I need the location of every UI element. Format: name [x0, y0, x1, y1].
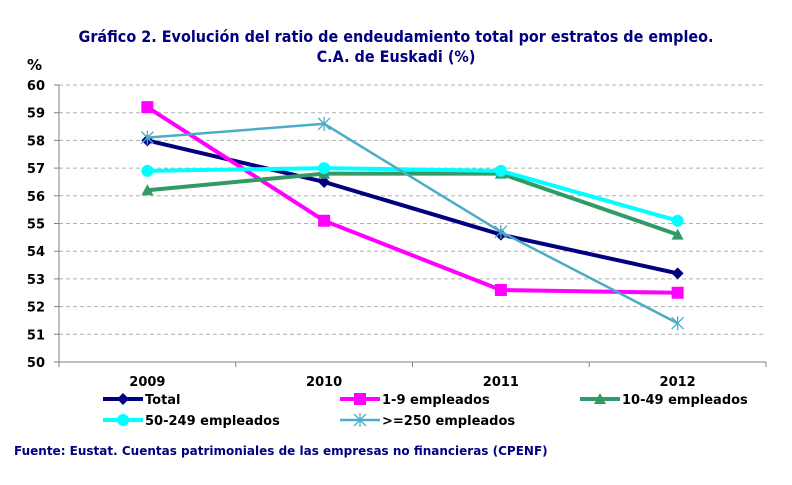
data-point [141, 164, 154, 177]
y-tick-label: 55 [27, 218, 45, 233]
data-point [140, 130, 154, 145]
legend-item: 10-49 empleados [580, 393, 748, 408]
y-tick-label: 58 [27, 134, 45, 149]
chart-subtitle: C.A. de Euskadi (%) [316, 47, 476, 66]
legend-marker [594, 393, 606, 404]
y-tick-label: 51 [27, 328, 45, 343]
data-point [671, 286, 684, 299]
x-tick-label: 2012 [660, 375, 696, 390]
legend-marker [117, 393, 129, 405]
series-line [147, 166, 679, 223]
y-tick-label: 52 [27, 301, 45, 316]
legend-marker [354, 393, 366, 405]
legend-marker [117, 414, 129, 426]
y-axis-label: % [27, 56, 42, 74]
series-50-249-empleados [141, 162, 684, 227]
legend-label: >=250 empleados [382, 414, 515, 429]
y-tick-label: 56 [27, 190, 45, 205]
series-line [147, 171, 679, 237]
source-note: Fuente: Eustat. Cuentas patrimoniales de… [14, 444, 548, 458]
x-tick-label: 2010 [306, 375, 342, 390]
chart-title: Gráfico 2. Evolución del ratio de endeud… [78, 27, 714, 46]
legend-item: 1-9 empleados [340, 393, 490, 408]
y-tick-label: 57 [27, 162, 45, 177]
legend-marker [353, 413, 367, 427]
data-point [671, 214, 684, 227]
legend-label: 10-49 empleados [622, 393, 748, 408]
series-line [146, 138, 679, 276]
x-tick-label: 2011 [483, 375, 519, 390]
data-point [318, 175, 331, 188]
series-line [146, 105, 678, 295]
x-tick-label: 2009 [129, 375, 165, 390]
data-point [494, 283, 507, 296]
legend-item: 50-249 empleados [103, 414, 280, 429]
series-1-9-empleados [141, 101, 684, 299]
data-point [318, 162, 331, 175]
y-tick-label: 54 [27, 245, 45, 260]
data-point [141, 101, 154, 114]
legend-item: >=250 empleados [340, 413, 515, 429]
data-point [494, 164, 507, 177]
legend-label: 1-9 empleados [382, 393, 490, 408]
data-point [671, 267, 684, 280]
legend-item: Total [103, 393, 181, 408]
legend-label: Total [145, 393, 181, 408]
data-point [317, 116, 331, 131]
series-line [147, 122, 679, 325]
y-tick-label: 60 [27, 79, 45, 94]
data-point [671, 228, 684, 240]
y-tick-label: 53 [27, 273, 45, 288]
data-point [494, 224, 508, 239]
data-point [671, 316, 685, 331]
y-tick-label: 59 [27, 107, 45, 122]
legend-label: 50-249 empleados [145, 414, 280, 429]
data-point [318, 214, 331, 227]
data-point [141, 184, 154, 196]
y-tick-label: 50 [27, 356, 45, 371]
series--250-empleados [140, 116, 685, 331]
